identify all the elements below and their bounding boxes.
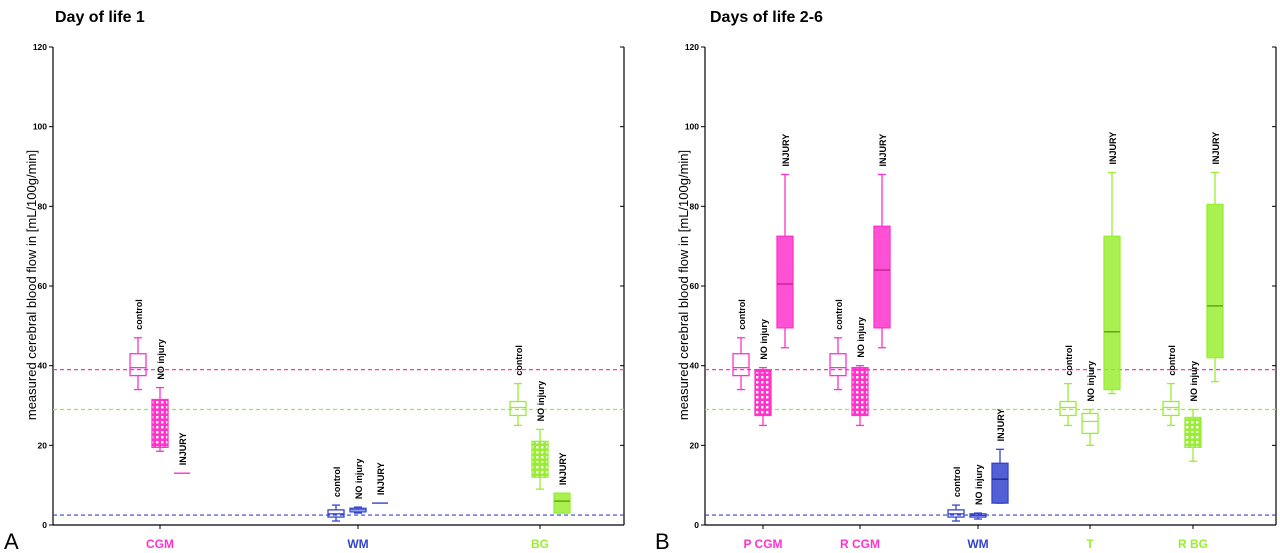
category-label: P CGM: [743, 537, 782, 551]
box-1: NO injury: [1184, 361, 1202, 462]
box-iqr: [531, 440, 549, 478]
box-label: INJURY: [996, 409, 1006, 442]
box-iqr: [1162, 400, 1180, 417]
panel-a-title: Day of life 1: [55, 9, 145, 26]
box-label: control: [332, 467, 342, 498]
box-iqr: [1184, 416, 1202, 448]
panel-a-letter: A: [4, 529, 19, 553]
box-0: control: [1162, 345, 1180, 427]
category-label: BG: [531, 537, 549, 551]
box-iqr: [129, 353, 147, 377]
box-iqr: [776, 235, 794, 329]
category-label: T: [1086, 537, 1094, 551]
box-iqr: [851, 367, 869, 417]
panel-a: Day of life 1 A measured cerebral blood …: [4, 9, 625, 553]
box-2: INJURY: [1206, 132, 1224, 383]
box-iqr: [754, 368, 772, 417]
box-label: control: [1167, 345, 1177, 376]
box-0: control: [829, 299, 847, 391]
box-label: control: [514, 345, 524, 376]
box-label: control: [834, 299, 844, 330]
panel-a-plot: 0 20 40 60 80 100 120 CGM control NO injury INJURY…: [33, 42, 625, 551]
box-1: NO injury: [1081, 361, 1099, 446]
box-label: INJURY: [878, 134, 888, 167]
box-label: control: [1064, 345, 1074, 376]
box-1: NO injury: [531, 381, 549, 490]
box-label: control: [952, 467, 962, 498]
y-tick-label: 120: [685, 42, 699, 52]
box-iqr: [553, 492, 571, 514]
category-label: WM: [967, 537, 988, 551]
box-1: NO injury: [969, 465, 987, 520]
panel-b-ylabel: measured cerebral blood flow in [mL/100g…: [676, 150, 691, 420]
box-iqr: [1081, 412, 1099, 435]
box-label: INJURY: [1211, 132, 1221, 165]
panel-b: Days of life 2-6 B measured cerebral blo…: [655, 9, 1277, 553]
box-1: NO injury: [851, 317, 869, 427]
box-label: INJURY: [376, 462, 386, 495]
box-1: NO injury: [151, 339, 169, 452]
box-label: INJURY: [558, 452, 568, 485]
box-label: NO injury: [1189, 361, 1199, 402]
panel-a-ylabel: measured cerebral blood flow in [mL/100g…: [24, 150, 39, 420]
box-label: NO injury: [974, 465, 984, 506]
box-iqr: [829, 353, 847, 377]
box-label: NO injury: [536, 381, 546, 422]
box-label: INJURY: [781, 134, 791, 167]
category-label: WM: [347, 537, 368, 551]
box-1: NO injury: [754, 319, 772, 427]
box-iqr: [509, 400, 527, 417]
y-tick-label: 20: [690, 440, 700, 450]
y-tick-label: 60: [690, 281, 700, 291]
box-2: INJURY: [991, 409, 1009, 504]
box-0: control: [327, 467, 345, 522]
box-0: control: [129, 299, 147, 391]
y-tick-label: 0: [42, 520, 47, 530]
y-tick-label: 100: [33, 122, 47, 132]
y-tick-label: 80: [690, 201, 700, 211]
y-tick-label: 40: [38, 361, 48, 371]
box-2: INJURY: [174, 433, 190, 474]
box-iqr: [1059, 400, 1077, 417]
box-0: control: [1059, 345, 1077, 427]
box-label: INJURY: [1108, 132, 1118, 165]
box-iqr: [1206, 203, 1224, 359]
box-label: control: [134, 299, 144, 330]
panel-b-plot: 0 20 40 60 80 100 120 P CGM control NO injury INJU…: [685, 42, 1277, 551]
box-iqr: [1103, 235, 1121, 391]
box-label: NO injury: [354, 459, 364, 500]
box-iqr: [732, 353, 750, 377]
box-0: control: [732, 299, 750, 391]
box-label: NO injury: [856, 317, 866, 358]
box-2: INJURY: [1103, 132, 1121, 395]
box-2: INJURY: [776, 134, 794, 349]
y-tick-label: 120: [33, 42, 47, 52]
box-2: INJURY: [372, 462, 388, 504]
box-label: NO injury: [759, 319, 769, 360]
y-tick-label: 100: [685, 122, 699, 132]
category-label: R BG: [1178, 537, 1208, 551]
box-iqr: [151, 398, 169, 448]
box-0: control: [947, 467, 965, 522]
y-tick-label: 0: [694, 520, 699, 530]
panel-b-title: Days of life 2-6: [710, 9, 823, 26]
box-label: NO injury: [156, 339, 166, 380]
box-label: control: [737, 299, 747, 330]
panel-b-letter: B: [655, 529, 670, 553]
box-1: NO injury: [349, 459, 367, 514]
category-label: CGM: [146, 537, 174, 551]
category-label: R CGM: [840, 537, 880, 551]
y-tick-label: 60: [38, 281, 48, 291]
box-0: control: [509, 345, 527, 427]
y-tick-label: 40: [690, 361, 700, 371]
box-iqr: [991, 462, 1009, 504]
y-tick-label: 80: [38, 201, 48, 211]
box-label: NO injury: [1086, 361, 1096, 402]
box-label: INJURY: [178, 433, 188, 466]
box-2: INJURY: [873, 134, 891, 349]
box-iqr: [873, 225, 891, 329]
box-2: INJURY: [553, 452, 571, 514]
y-tick-label: 20: [38, 440, 48, 450]
